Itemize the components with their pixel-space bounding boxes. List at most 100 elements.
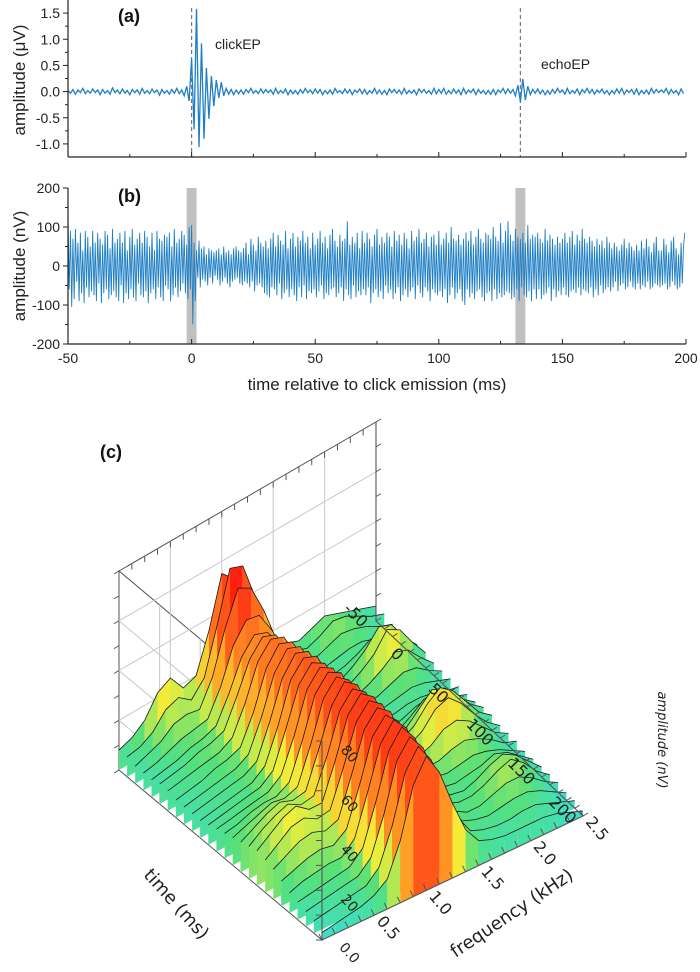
x-tick-label: 200 [674,350,698,366]
time-tick [384,625,390,630]
time-tick [392,633,398,638]
time-tick [466,703,473,708]
waterfall-segment [313,912,327,934]
panel-c-waterfall: -500501001502000.51.01.52.02.50.02040608… [113,418,613,967]
waterfall-segment [400,784,414,903]
freq-tick [514,840,519,848]
time-tick [499,734,506,739]
z-tick [113,645,120,650]
time-tick [450,687,456,692]
z-tick [375,592,382,597]
freq-tick [436,877,440,885]
time-tick [533,765,539,770]
freq-tick [422,884,427,891]
waterfall-segment [387,840,401,909]
time-tick [557,789,564,794]
freq-tick [396,896,401,904]
freq-tick [501,846,506,854]
z-tick [375,493,382,498]
freq-tick-label: 0.5 [373,912,404,944]
freq-tick [462,865,466,873]
waterfall-line [134,587,393,767]
freq-tick [449,871,453,879]
x-tick-label: 0 [188,350,196,366]
time-tick [582,812,589,817]
waterfall-segment [530,817,544,841]
panel-b-label: (b) [118,186,141,206]
waterfall-segment [556,812,570,829]
panel-b-ylabel: amplitude (nV) [10,211,29,322]
y-tick-label: -1.0 [36,136,60,152]
freq-tick-label: 2.5 [582,813,613,845]
x-tick-label: 100 [427,350,451,366]
time-tick [549,781,556,786]
freq-tick [566,815,571,823]
time-tick [441,679,448,684]
freq-tick-label: 2.0 [530,837,561,869]
waterfall-segment [374,879,388,916]
freq-tick [527,834,532,842]
y-tick-label: 200 [37,180,61,196]
amplitude-axis-label: amplitude (nV) [654,691,669,788]
time-tick [458,695,465,700]
y-tick-label: 0.5 [41,57,61,73]
y-tick-label: 0.0 [41,84,61,100]
y-tick-label: 100 [37,219,61,235]
time-tick [491,726,498,731]
freq-tick [553,822,558,829]
waterfall-segment [465,829,479,872]
waterfall-segment [452,803,466,878]
waterfall-segment [478,839,492,866]
z-tick [375,567,382,572]
freq-tick [331,927,336,935]
z-tick [113,744,120,749]
z-tick [113,595,120,600]
time-tick [400,640,407,645]
z-tick [113,620,120,625]
clickep-annotation: clickEP [215,36,261,52]
panel-a-label: (a) [118,6,140,26]
time-tick [541,773,547,778]
freq-tick [540,828,545,835]
waterfall-segment [517,823,531,847]
time-tick [375,617,382,622]
y-tick-label: 1.0 [41,31,61,47]
x-tick-label: 50 [307,350,323,366]
time-tick [425,664,431,669]
waterfall-slice [321,755,584,940]
z-tick [113,769,120,774]
freq-tick [370,908,375,916]
waterfall-segment [361,895,375,922]
freq-tick [383,902,388,910]
y-tick-label: -100 [32,297,60,313]
waterfall-segment [335,915,349,934]
freq-tick [318,933,323,941]
z-tick [375,518,382,522]
z-tick [113,719,120,724]
panel-a-chart: -1.0 -0.5 0.0 0.5 1.0 1.5 [36,0,687,158]
waterfall-segment [561,800,575,815]
frequency-axis-label: frequency (kHz) [447,865,578,963]
time-tick [524,757,531,762]
panel-b-xlabel: time relative to click emission (ms) [248,375,507,394]
time-tick [516,750,523,755]
time-tick [475,711,481,716]
signal-trace [67,8,685,148]
signal-trace [67,215,686,325]
time-tick [566,796,572,801]
shaded-window [515,188,526,344]
waterfall-segment [413,756,427,897]
waterfall-segment [326,903,340,927]
y-tick-label: 1.5 [41,5,61,21]
time-tick [408,648,415,653]
freq-tick [357,915,362,922]
x-tick-label: 150 [551,350,575,366]
freq-tick-label: 1.5 [477,862,508,894]
x-tick-label: -50 [58,350,78,366]
waterfall-segment [348,906,362,928]
waterfall-segment [504,829,518,854]
freq-tick-label: 1.0 [425,887,456,919]
z-tick [375,468,382,473]
panel-a-ylabel: amplitude (μV) [10,25,29,136]
